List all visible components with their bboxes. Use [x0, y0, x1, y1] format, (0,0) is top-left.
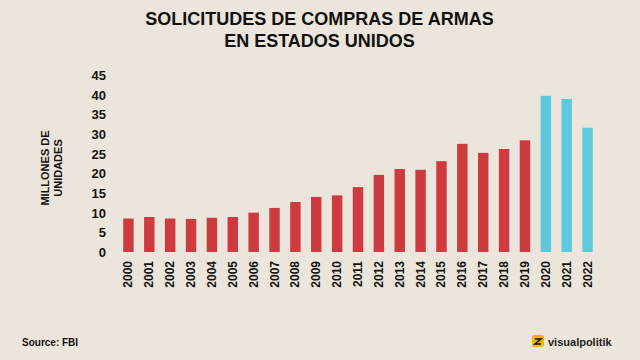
x-tick-label: 2009 — [309, 261, 323, 288]
bar — [186, 219, 196, 252]
bar — [123, 219, 133, 252]
y-tick-label: 40 — [92, 88, 106, 103]
y-tick-label: 45 — [92, 68, 106, 83]
bar — [269, 208, 279, 252]
bar — [144, 217, 154, 252]
y-tick-label: 15 — [92, 186, 106, 201]
x-tick-label: 2003 — [184, 261, 198, 288]
x-tick-label: 2000 — [121, 261, 135, 288]
x-ticks: 2000 2001 2002 2003 2004 2005 2006 2007 2008 2009… — [121, 261, 594, 288]
brand-name: visualpolitik — [548, 336, 612, 348]
bar — [165, 219, 175, 252]
x-tick-label: 2010 — [330, 261, 344, 288]
bar — [561, 99, 571, 252]
x-tick-label: 2017 — [476, 261, 490, 288]
y-tick-label: 5 — [99, 225, 106, 240]
bar — [207, 218, 217, 252]
y-tick-label: 25 — [92, 147, 106, 162]
y-tick-label: 10 — [92, 206, 106, 221]
bar — [353, 187, 363, 252]
bar — [395, 169, 405, 252]
x-tick-label: 2006 — [247, 261, 261, 288]
chart: 0510152025303540452000200120022003200420… — [0, 0, 640, 360]
y-tick-label: 35 — [92, 107, 106, 122]
x-tick-label: 2001 — [142, 261, 156, 288]
brand-logo — [532, 335, 544, 347]
x-tick-label: 2012 — [372, 261, 386, 288]
bar — [436, 161, 446, 252]
x-tick-label: 2019 — [518, 261, 532, 288]
x-tick-label: 2014 — [414, 261, 428, 288]
x-tick-label: 2015 — [434, 261, 448, 288]
bar — [248, 213, 258, 252]
bar — [457, 144, 467, 252]
y-axis-label: MILLONES DE UNIDADES — [39, 128, 65, 208]
bar — [290, 202, 300, 252]
chart-title: SOLICITUDES DE COMPRAS DE ARMAS EN ESTAD… — [137, 8, 502, 52]
bar — [478, 153, 488, 252]
x-tick-label: 2004 — [205, 261, 219, 288]
x-tick-label: 2008 — [288, 261, 302, 288]
x-tick-label: 2005 — [226, 261, 240, 288]
x-tick-label: 2022 — [581, 261, 595, 288]
y-tick-label: 20 — [92, 166, 106, 181]
source-note: Source: FBI — [22, 337, 78, 348]
y-tick-label: 30 — [92, 127, 106, 142]
x-tick-label: 2020 — [539, 261, 553, 288]
bar — [228, 217, 238, 252]
y-tick-label: 0 — [99, 245, 106, 260]
bar — [311, 197, 321, 252]
bar — [520, 140, 530, 252]
x-tick-label: 2018 — [497, 261, 511, 288]
bars — [123, 96, 593, 252]
brand-logo-mark — [535, 339, 541, 344]
x-tick-label: 2013 — [393, 261, 407, 288]
bar — [582, 128, 592, 252]
y-ticks: 0 5 10 15 20 25 30 35 40 45 — [92, 68, 106, 260]
bar — [415, 170, 425, 252]
x-tick-label: 2016 — [455, 261, 469, 288]
bar — [499, 149, 509, 252]
bar — [374, 175, 384, 252]
x-tick-label: 2021 — [560, 261, 574, 288]
bar — [332, 195, 342, 252]
x-tick-label: 2011 — [351, 261, 365, 287]
x-tick-label: 2007 — [268, 261, 282, 288]
bar — [541, 96, 551, 252]
x-tick-label: 2002 — [163, 261, 177, 288]
